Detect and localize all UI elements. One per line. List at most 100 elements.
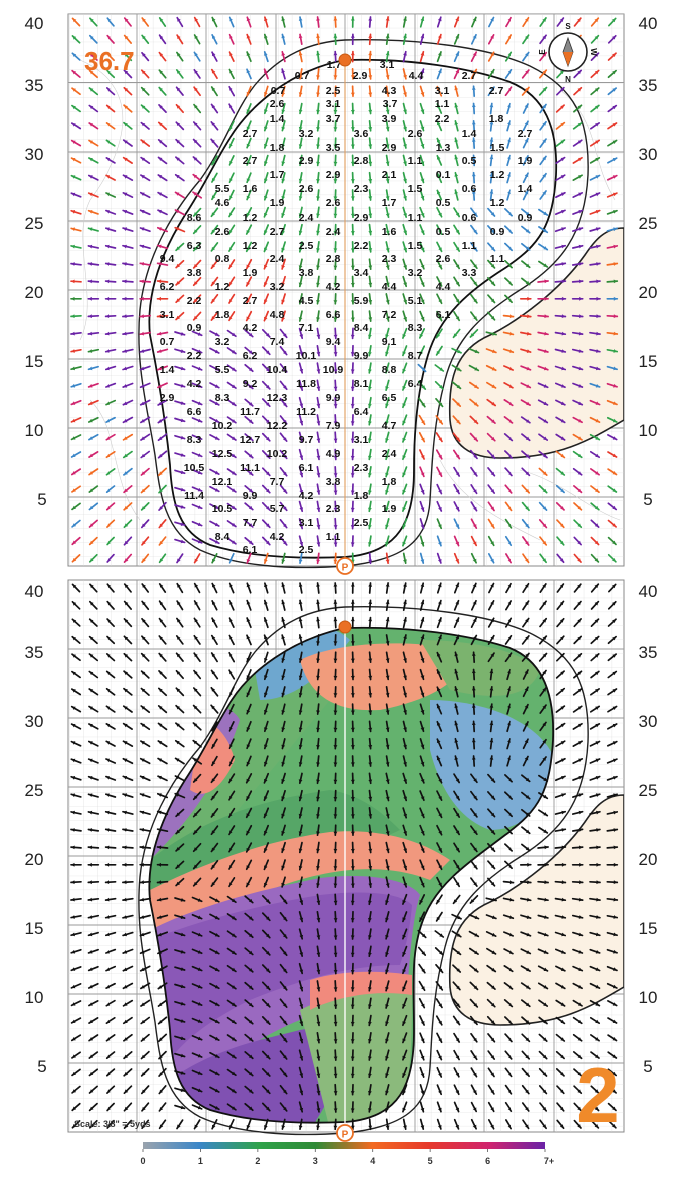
slope-value: 2.9 [326, 169, 341, 181]
axis-label-bottom-left: 30 [25, 712, 44, 731]
axis-label-bottom-left: 35 [25, 643, 44, 662]
compass-south: S [565, 22, 571, 31]
pin-position-marker-bottom: P [337, 1125, 353, 1141]
slope-value: 4.2 [299, 490, 314, 502]
slope-value: 10.2 [212, 420, 233, 432]
axis-label-bottom-right: 15 [639, 919, 658, 938]
slope-value: 4.2 [187, 378, 202, 390]
slope-value: 1.9 [270, 197, 285, 209]
slope-value: 8.3 [187, 434, 202, 446]
slope-value: 5.7 [270, 503, 285, 515]
axis-label-bottom-right: 40 [639, 582, 658, 601]
slope-value: 1.5 [408, 240, 423, 252]
slope-value: 1.2 [243, 212, 258, 224]
bottom-panel: P Scale: 3/8" = 5yds 2 [68, 580, 624, 1141]
slope-value: 8.4 [215, 531, 230, 543]
slope-value: 1.9 [243, 267, 258, 279]
slope-value: 2.2 [187, 350, 202, 362]
legend-label: 2 [255, 1156, 260, 1166]
slope-value: 3.2 [299, 128, 314, 140]
slope-value: 2.7 [270, 226, 285, 238]
green-length: 36.7 [84, 46, 135, 76]
slope-value: 3.7 [326, 113, 341, 125]
slope-value: 6.6 [187, 406, 202, 418]
slope-value: 3.7 [383, 98, 398, 110]
slope-value: 1.5 [408, 183, 423, 195]
slope-value: 2.7 [518, 128, 533, 140]
legend-label: 0 [140, 1156, 145, 1166]
slope-value: 2.3 [326, 503, 341, 515]
slope-value: 5.9 [354, 295, 369, 307]
slope-value: 12.2 [267, 420, 288, 432]
flag-marker [339, 54, 351, 66]
slope-value: 6.4 [354, 406, 369, 418]
axis-label-bottom-left: 15 [25, 919, 44, 938]
axis-label-bottom-right: 5 [643, 1057, 652, 1076]
slope-value: 1.2 [490, 169, 505, 181]
axis-label-bottom-left: 5 [37, 1057, 46, 1076]
legend-label: 3 [313, 1156, 318, 1166]
slope-value: 4.5 [299, 295, 314, 307]
slope-value: 1.8 [382, 476, 397, 488]
slope-value: 0.5 [436, 226, 451, 238]
axis-label-top-right: 10 [639, 421, 658, 440]
pin-letter-bottom: P [342, 1130, 349, 1141]
axis-label-top-right: 25 [639, 214, 658, 233]
slope-value: 4.3 [382, 85, 397, 97]
slope-value: 2.6 [270, 98, 285, 110]
slope-value: 4.6 [215, 197, 230, 209]
slope-value: 2.8 [354, 155, 369, 167]
legend-label: 7+ [544, 1156, 554, 1166]
axis-label-bottom-right: 25 [639, 781, 658, 800]
slope-value: 4.2 [243, 322, 258, 334]
slope-value: 6.3 [187, 240, 202, 252]
slope-value: 2.4 [326, 226, 341, 238]
slope-value: 2.6 [326, 197, 341, 209]
slope-value: 1.9 [382, 503, 397, 515]
slope-value: 9.9 [326, 392, 341, 404]
slope-value: 1.1 [435, 98, 450, 110]
slope-value: 9.9 [354, 350, 369, 362]
slope-value: 9.7 [299, 434, 314, 446]
slope-value: 1.6 [382, 226, 397, 238]
slope-value: 3.1 [380, 59, 395, 71]
slope-value: 7.4 [270, 336, 285, 348]
slope-value: 2.1 [382, 169, 397, 181]
slope-value: 2.6 [215, 226, 230, 238]
axis-label-top-left: 40 [25, 14, 44, 33]
slope-value: 12.3 [267, 392, 288, 404]
slope-value: 1.5 [490, 142, 505, 154]
slope-value: 2.2 [354, 240, 369, 252]
slope-value: 2.6 [408, 128, 423, 140]
slope-value: 2.6 [436, 253, 451, 265]
slope-value: 2.2 [435, 113, 450, 125]
slope-value: 2.4 [299, 212, 314, 224]
slope-value: 0.6 [462, 212, 477, 224]
slope-value: 0.7 [271, 85, 286, 97]
slope-value: 2.5 [326, 85, 341, 97]
axis-label-top-left: 30 [25, 145, 44, 164]
slope-value: 1.1 [408, 155, 423, 167]
slope-value: 3.1 [326, 98, 341, 110]
slope-value: 1.8 [215, 309, 230, 321]
slope-value: 7.7 [243, 517, 258, 529]
slope-value: 0.9 [490, 226, 505, 238]
slope-value: 2.7 [462, 70, 477, 82]
slope-value: 5.5 [215, 183, 230, 195]
slope-value: 10.2 [267, 448, 288, 460]
slope-value: 0.9 [187, 322, 202, 334]
slope-value: 2.9 [354, 212, 369, 224]
slope-value: 4.4 [382, 281, 397, 293]
slope-value: 6.5 [382, 392, 397, 404]
slope-value: 2.4 [270, 253, 285, 265]
axis-label-top-left: 25 [25, 214, 44, 233]
slope-value: 2.5 [354, 517, 369, 529]
slope-value: 8.8 [382, 364, 397, 376]
compass-west: W [589, 48, 598, 56]
slope-value: 4.2 [270, 531, 285, 543]
slope-value: 8.3 [408, 322, 423, 334]
slope-value: 0.8 [215, 253, 230, 265]
slope-value: 0.9 [518, 212, 533, 224]
axis-label-top-right: 5 [643, 490, 652, 509]
slope-value: 0.6 [462, 183, 477, 195]
